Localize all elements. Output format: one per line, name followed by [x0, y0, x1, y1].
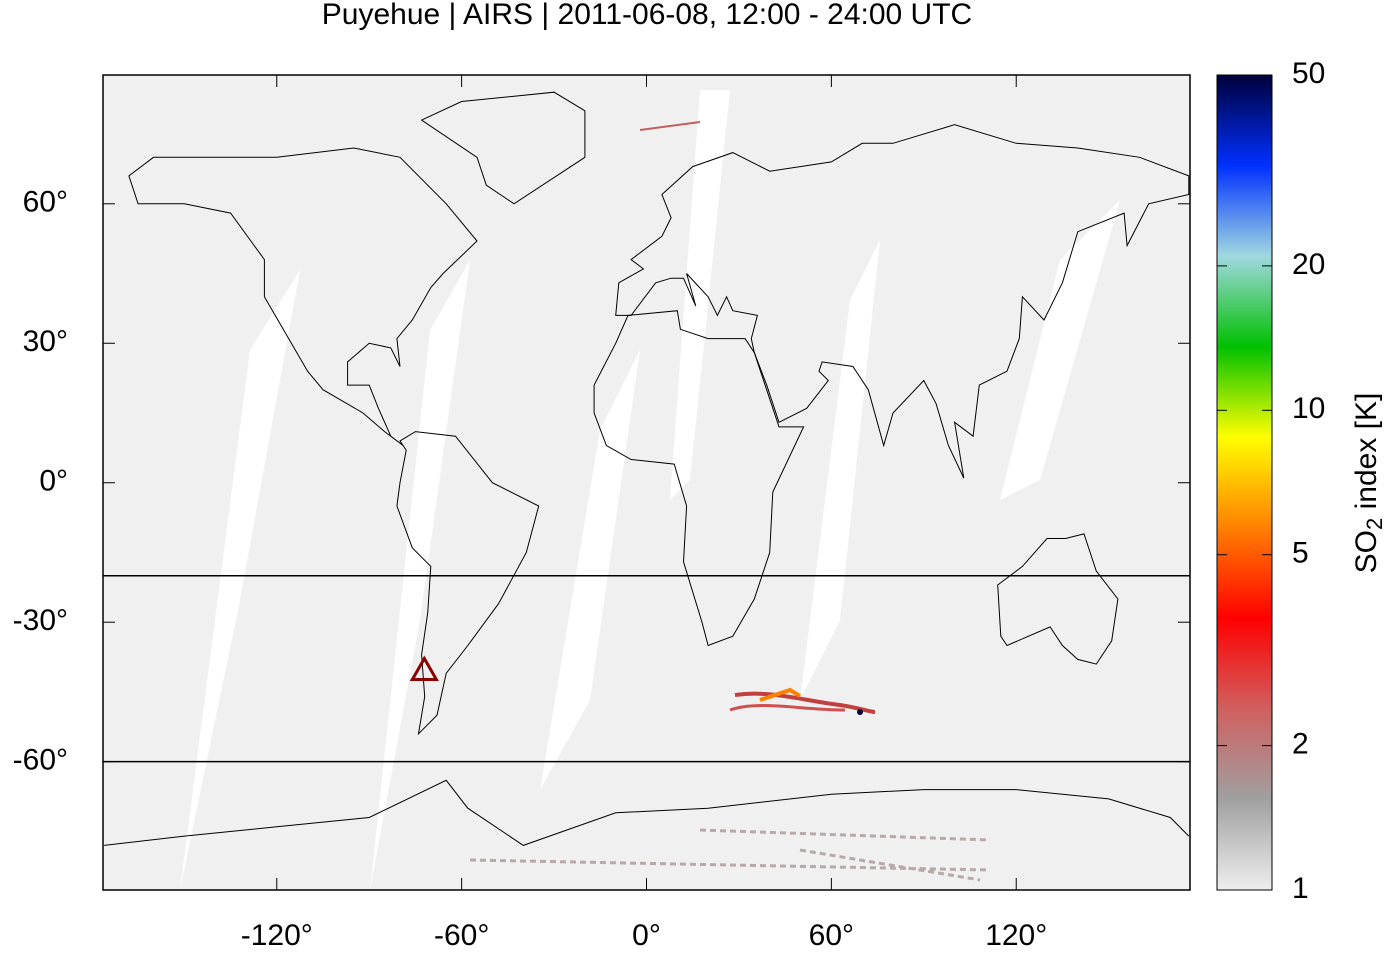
colorbar-label: SO2 index [K] — [1350, 393, 1387, 574]
plot-frame — [102, 74, 1191, 891]
coastline — [420, 91, 586, 205]
colorbar-tick-label: 1 — [1292, 872, 1309, 905]
y-tick-label: -60° — [13, 744, 68, 777]
colorbar-tick-label: 50 — [1292, 57, 1325, 90]
colorbar-tick-label: 5 — [1292, 537, 1309, 570]
y-tick-label: 60° — [23, 186, 68, 219]
x-tick-label: -60° — [434, 919, 489, 950]
x-tick-label: 60° — [809, 919, 854, 950]
x-tick-label: 0° — [632, 919, 661, 950]
y-tick-label: -30° — [13, 604, 68, 637]
colorbar — [1216, 74, 1273, 891]
chart-title: Puyehue | AIRS | 2011-06-08, 12:00 - 24:… — [322, 0, 972, 31]
colorbar-tick-label: 10 — [1292, 392, 1325, 425]
coastlines — [104, 91, 1190, 846]
coastline — [593, 310, 805, 647]
x-tick-label: -120° — [241, 919, 313, 950]
y-tick-label: 30° — [23, 325, 68, 358]
y-tick-label: 0° — [39, 465, 68, 498]
coastline — [396, 431, 540, 736]
colorbar-tick-label: 2 — [1292, 728, 1309, 761]
colorbar-tick-label: 20 — [1292, 248, 1325, 281]
x-tick-label: 120° — [985, 919, 1047, 950]
volcano-marker — [409, 655, 439, 681]
so2-plume — [469, 121, 991, 882]
coastline — [128, 147, 478, 446]
coastline — [997, 533, 1119, 665]
coastline — [104, 779, 1190, 846]
coastline — [615, 124, 1190, 479]
